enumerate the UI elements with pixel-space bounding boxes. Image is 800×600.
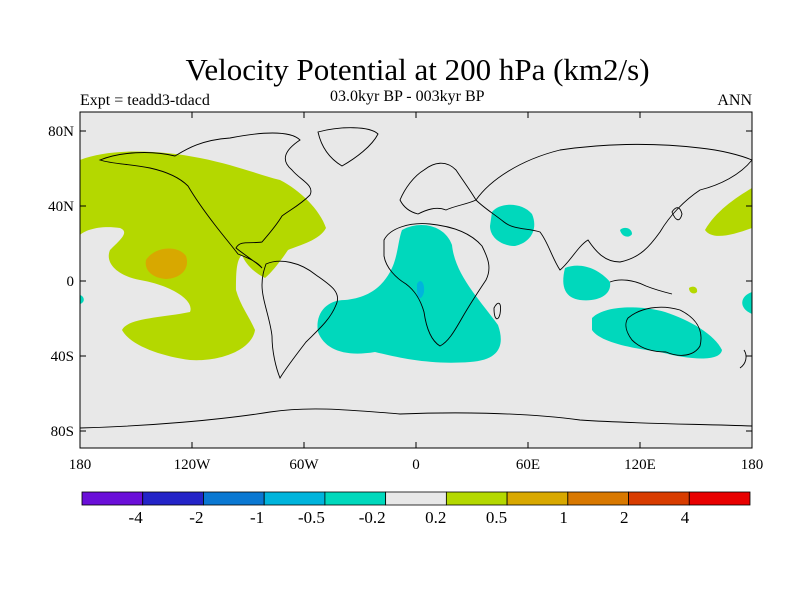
coast-greenland	[317, 127, 379, 167]
lon-label-120w: 120W	[174, 457, 212, 473]
negative-core-africa	[417, 281, 425, 298]
colorbar-box-3	[263, 491, 326, 506]
negative-anomaly-regions	[80, 204, 752, 363]
colorbar-label-2: -1	[250, 508, 264, 527]
coast-new-zealand	[739, 349, 747, 369]
axis-ticks	[79, 112, 753, 448]
lat-label-0: 0	[67, 274, 75, 290]
colorbar-box-2	[203, 491, 265, 506]
coast-australia	[625, 306, 702, 356]
colorbar-box-1	[142, 491, 204, 506]
colorbar-box-9	[628, 491, 690, 506]
colorbar-label-3: -0.5	[298, 508, 325, 527]
arabia-negative	[490, 204, 535, 246]
lat-label-80s: 80S	[51, 424, 74, 440]
colorbar-labels: -4 -2 -1 -0.5 -0.2 0.2 0.5 1 2 4	[129, 508, 690, 527]
colorbar-label-1: -2	[189, 508, 203, 527]
colorbar-label-4: -0.2	[359, 508, 386, 527]
colorbar-box-8	[567, 491, 629, 506]
lon-label-60w: 60W	[289, 457, 319, 473]
north-america-pacific-positive	[80, 151, 326, 361]
colorbar-label-8: 2	[620, 508, 629, 527]
small-negative-patch-1	[620, 227, 632, 237]
experiment-label: Expt = teadd3-tdacd	[80, 92, 210, 109]
positive-core-east-pacific	[145, 248, 188, 279]
edge-negative-right	[742, 292, 752, 314]
lon-label-180w: 180	[69, 457, 92, 473]
lon-label-0: 0	[412, 457, 420, 473]
colorbar-label-9: 4	[681, 508, 690, 527]
small-positive-patch	[689, 286, 698, 294]
colorbar-box-7	[506, 491, 569, 506]
lat-label-40n: 40N	[48, 199, 74, 215]
colorbar-label-0: -4	[129, 508, 144, 527]
australia-negative	[592, 307, 722, 359]
map-title: Velocity Potential at 200 hPa (km2/s)	[185, 52, 650, 87]
lon-label-120e: 120E	[624, 457, 656, 473]
positive-anomaly-regions	[80, 151, 752, 361]
colorbar-label-5: 0.2	[425, 508, 446, 527]
colorbar-box-0	[81, 491, 144, 506]
coast-asia	[475, 143, 753, 271]
colorbar-label-6: 0.5	[486, 508, 507, 527]
coastlines	[79, 127, 753, 429]
coast-south-america	[261, 260, 338, 380]
period-subtitle: 03.0kyr BP - 003kyr BP	[330, 88, 485, 105]
lat-label-80n: 80N	[48, 124, 74, 140]
lat-label-40s: 40S	[51, 349, 74, 365]
coast-africa	[383, 223, 490, 347]
coast-antarctica	[79, 408, 753, 429]
indian-ocean-negative	[563, 265, 611, 301]
coast-madagascar	[493, 302, 501, 320]
colorbar-box-6	[445, 491, 508, 506]
colorbar-box-10	[688, 491, 751, 506]
lon-label-180e: 180	[741, 457, 764, 473]
coast-north-america	[98, 132, 312, 269]
coast-japan	[671, 207, 683, 221]
colorbar-box-4	[324, 491, 387, 506]
colorbar	[81, 491, 751, 506]
lon-label-60e: 60E	[516, 457, 540, 473]
africa-atlantic-negative	[317, 225, 501, 363]
season-label: ANN	[717, 92, 752, 109]
colorbar-box-5	[385, 491, 447, 506]
colorbar-label-7: 1	[559, 508, 568, 527]
coast-indonesia	[609, 279, 673, 295]
west-pacific-positive	[705, 188, 752, 236]
edge-negative-left	[80, 295, 84, 304]
